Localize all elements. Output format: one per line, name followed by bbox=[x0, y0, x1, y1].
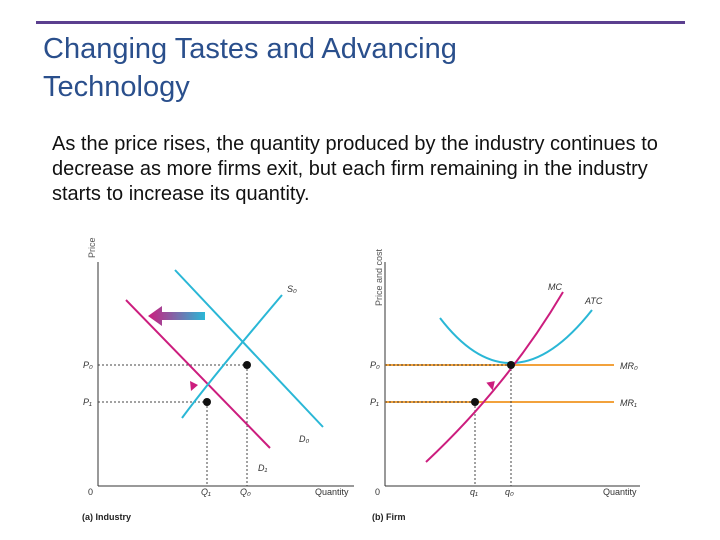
industry-price-label-p1: P₁ bbox=[83, 397, 92, 407]
industry-caption: (a) Industry bbox=[82, 512, 131, 522]
industry-origin-label: 0 bbox=[88, 487, 93, 497]
firm-label-mc: MC bbox=[548, 282, 562, 292]
firm-mc-curve bbox=[425, 291, 564, 463]
slide-body: As the price rises, the quantity produce… bbox=[52, 133, 658, 205]
industry-label-s0: S₀ bbox=[287, 284, 297, 294]
firm-quantity-label-q0: q₀ bbox=[505, 487, 514, 497]
industry-equilibrium-initial bbox=[243, 361, 251, 369]
firm-label-mr0: MR₀ bbox=[620, 361, 638, 371]
panel-firm: Price and cost MC ATC MR₀ MR₁ P₀ P₁ 0 q₁… bbox=[370, 248, 640, 522]
demand-shift-arrow bbox=[148, 306, 205, 326]
industry-demand-d0 bbox=[174, 269, 324, 428]
industry-quantity-label-q0: Q₀ bbox=[240, 487, 251, 497]
firm-output-initial bbox=[507, 361, 515, 369]
title-line-1: Changing Tastes and Advancing bbox=[43, 33, 457, 65]
industry-equilibrium-new bbox=[203, 398, 211, 406]
firm-label-mr1: MR₁ bbox=[620, 398, 637, 408]
industry-price-label-p0: P₀ bbox=[83, 360, 93, 370]
industry-supply-s0 bbox=[181, 294, 283, 419]
slide-title: Changing Tastes and Advancing Technology bbox=[43, 30, 663, 106]
industry-label-d1: D₁ bbox=[258, 463, 267, 473]
firm-label-atc: ATC bbox=[584, 296, 603, 306]
title-rule bbox=[36, 21, 685, 24]
industry-demand-d1 bbox=[125, 299, 271, 449]
firm-origin-label: 0 bbox=[375, 487, 380, 497]
industry-x-axis-label: Quantity bbox=[315, 487, 349, 497]
firm-caption: (b) Firm bbox=[372, 512, 406, 522]
title-line-2: Technology bbox=[43, 71, 190, 103]
firm-y-axis-label: Price and cost bbox=[374, 248, 384, 306]
firm-atc-curve bbox=[439, 309, 593, 365]
industry-y-axis-label: Price bbox=[87, 237, 97, 258]
panel-industry: Price S₀ D₀ D₁ P₀ P₁ 0 Q₁ Q₀ Quantity (a… bbox=[82, 237, 354, 522]
firm-price-label-p1: P₁ bbox=[370, 397, 379, 407]
firm-output-new bbox=[471, 398, 479, 406]
industry-quantity-label-q1: Q₁ bbox=[201, 487, 211, 497]
industry-move-arrow-icon bbox=[190, 381, 198, 391]
industry-label-d0: D₀ bbox=[299, 434, 309, 444]
firm-x-axis-label: Quantity bbox=[603, 487, 637, 497]
firm-quantity-label-q1: q₁ bbox=[470, 487, 478, 497]
firm-move-arrow-icon bbox=[486, 381, 495, 391]
firm-price-label-p0: P₀ bbox=[370, 360, 380, 370]
